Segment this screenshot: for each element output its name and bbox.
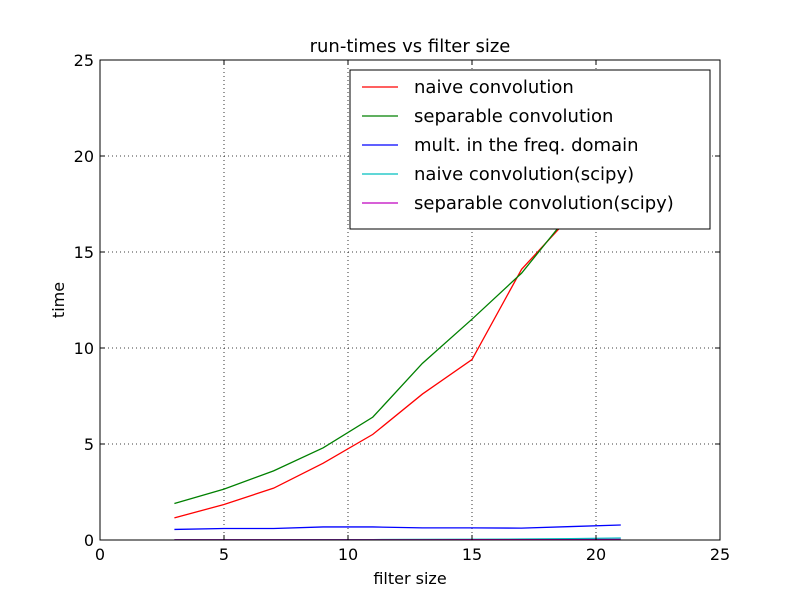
y-axis-label: time (49, 282, 68, 318)
y-tick-label: 5 (84, 435, 94, 454)
legend-label-separable-convolution-scipy: separable convolution(scipy) (414, 193, 674, 214)
y-tick-label: 15 (74, 243, 94, 262)
x-tick-label: 20 (586, 545, 606, 564)
x-axis-label: filter size (373, 569, 446, 588)
legend: naive convolution separable convolution mu… (350, 70, 710, 229)
y-tick-label: 0 (84, 531, 94, 550)
legend-label-separable-convolution: separable convolution (414, 106, 613, 127)
x-tick-label: 5 (219, 545, 229, 564)
x-tick-label: 0 (95, 545, 105, 564)
y-tick-label: 25 (74, 51, 94, 70)
chart-title: run-times vs filter size (310, 36, 511, 57)
x-tick-label: 25 (710, 545, 730, 564)
legend-label-naive-convolution-scipy: naive convolution(scipy) (414, 164, 634, 185)
legend-label-naive-convolution: naive convolution (414, 77, 574, 98)
legend-label-mult-in-the-freq-domain: mult. in the freq. domain (414, 135, 639, 156)
y-tick-label: 20 (74, 147, 94, 166)
x-tick-label: 10 (338, 545, 358, 564)
y-tick-label: 10 (74, 339, 94, 358)
x-tick-label: 15 (462, 545, 482, 564)
